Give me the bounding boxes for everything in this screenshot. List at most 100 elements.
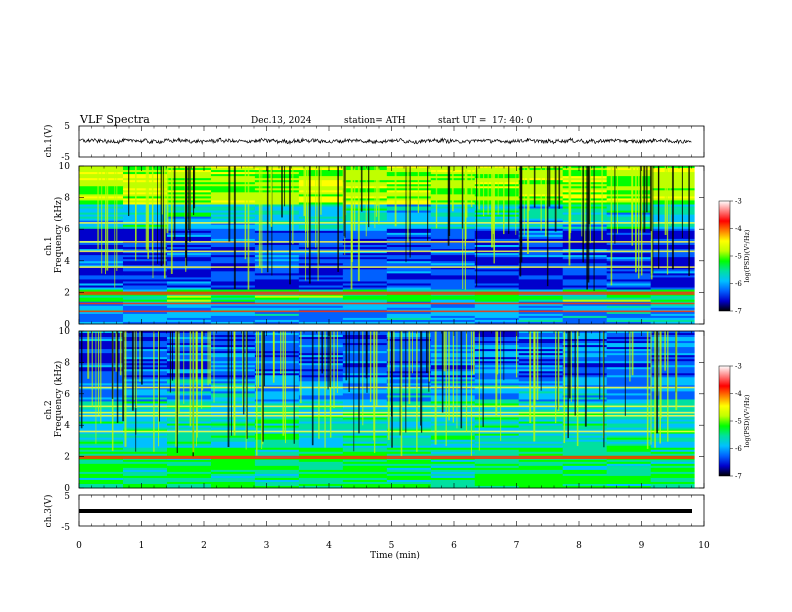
spectrogram-cell — [122, 371, 168, 374]
spectrogram-cell — [650, 295, 696, 299]
spectrogram-cell — [298, 234, 344, 238]
spectrogram-cell — [210, 251, 256, 254]
ch1-spec-ylabel: ch.1 — [44, 236, 54, 255]
spectrogram-cell — [79, 437, 124, 441]
spectrogram-cell — [122, 481, 168, 485]
spectrogram-cell — [79, 273, 124, 276]
spectrogram-cell — [342, 271, 388, 274]
spectrogram-cell — [298, 355, 344, 358]
spectrogram-cell — [606, 361, 652, 364]
spectrogram-cell — [518, 253, 564, 256]
spectrogram-cell — [606, 295, 652, 299]
spectrogram-cell — [122, 218, 168, 222]
spectrogram-cell — [562, 481, 608, 485]
spectrogram-cell — [518, 232, 564, 236]
spectrogram-cell — [650, 407, 696, 410]
spectrogram-sferic — [405, 331, 407, 433]
spectrogram-cell — [79, 279, 124, 282]
spectrogram-cell — [342, 198, 388, 201]
spectrogram-cell — [166, 289, 212, 292]
spectrogram-cell — [166, 485, 212, 489]
spectrogram-cell — [518, 465, 564, 469]
spectrogram-cell — [210, 335, 256, 338]
spectrogram-cell — [474, 453, 520, 457]
spectrogram-cell — [254, 367, 300, 370]
spectrogram-cell — [650, 335, 696, 338]
spectrogram-sferic — [262, 331, 264, 442]
spectrogram-cell — [254, 345, 300, 348]
spectrogram-cell — [254, 465, 300, 469]
spectrogram-cell — [518, 321, 564, 325]
spectrogram-sferic — [497, 166, 499, 215]
spectrogram-cell — [386, 439, 432, 443]
spectrogram-cell — [606, 261, 652, 264]
spectrogram-cell — [650, 297, 696, 301]
spectrogram-cell — [650, 303, 696, 307]
spectrogram-cell — [122, 297, 168, 301]
spectrogram-cell — [474, 471, 520, 475]
spectrogram-cell — [122, 263, 168, 266]
spectrogram-cell — [562, 445, 608, 449]
spectrogram-gap — [694, 166, 704, 324]
spectrogram-cell — [298, 381, 344, 384]
spectrogram-sferic — [448, 331, 450, 421]
spectrogram-cell — [518, 263, 564, 266]
spectrogram-cell — [606, 453, 652, 457]
spectrogram-sferic — [257, 331, 260, 389]
spectrogram-cell — [342, 483, 388, 487]
spectrogram-cell — [166, 259, 212, 262]
spectrogram-cell — [342, 371, 388, 374]
spectrogram-cell — [254, 395, 300, 398]
spectrogram-cell — [518, 423, 564, 427]
colorbar-tick-label: -5 — [735, 253, 742, 261]
spectrogram-cell — [254, 437, 300, 441]
spectrogram-cell — [606, 285, 652, 288]
spectrogram-cell — [562, 271, 608, 274]
spectrogram-cell — [474, 186, 520, 189]
spectrogram-cell — [474, 483, 520, 487]
spectrogram-cell — [474, 198, 520, 201]
spectrogram-cell — [210, 459, 256, 463]
spectrogram-cell — [386, 212, 432, 216]
spectrogram-band — [79, 293, 695, 295]
spectrogram-sferic — [159, 331, 161, 422]
spectrogram-cell — [298, 357, 344, 360]
spectrogram-cell — [254, 427, 300, 431]
spectrogram-cell — [210, 273, 256, 276]
spectrogram-cell — [430, 313, 476, 317]
spectrogram-cell — [166, 285, 212, 288]
spectrogram-cell — [298, 279, 344, 282]
spectrogram-cell — [210, 377, 256, 380]
spectrogram-sferic — [435, 166, 438, 229]
spectrogram-cell — [562, 277, 608, 280]
spectrogram-cell — [474, 220, 520, 224]
y-tick-label: 10 — [59, 162, 71, 172]
spectrogram-cell — [562, 427, 608, 431]
spectrogram-cell — [430, 247, 476, 250]
spectrogram-cell — [254, 399, 300, 402]
spectrogram-cell — [254, 331, 300, 334]
spectrogram-cell — [474, 449, 520, 453]
spectrogram-cell — [650, 319, 696, 323]
spectrogram-cell — [342, 363, 388, 366]
spectrogram-cell — [210, 443, 256, 447]
spectrogram-cell — [474, 222, 520, 226]
spectrogram-cell — [298, 230, 344, 234]
spectrogram-cell — [254, 451, 300, 455]
spectrogram-sferic — [91, 331, 93, 407]
spectrogram-cell — [430, 249, 476, 252]
spectrogram-cell — [430, 443, 476, 447]
spectrogram-cell — [166, 345, 212, 348]
spectrogram-cell — [606, 335, 652, 338]
spectrogram-cell — [606, 315, 652, 319]
spectrogram-cell — [430, 218, 476, 222]
spectrogram-cell — [254, 299, 300, 303]
spectrogram-cell — [166, 369, 212, 372]
spectrogram-cell — [562, 279, 608, 282]
spectrogram-cell — [474, 174, 520, 177]
spectrogram-cell — [562, 435, 608, 439]
spectrogram-cell — [342, 170, 388, 173]
spectrogram-cell — [650, 425, 696, 429]
spectrogram-cell — [122, 421, 168, 424]
spectrogram-cell — [342, 339, 388, 342]
